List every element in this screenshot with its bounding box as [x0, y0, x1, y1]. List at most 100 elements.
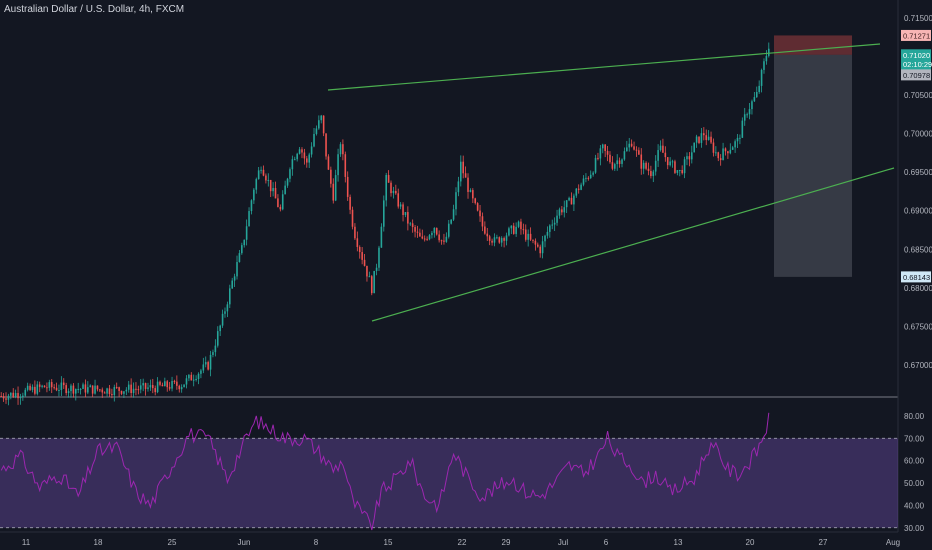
candle-body — [192, 379, 195, 381]
candle-body — [370, 276, 373, 294]
time-tick-label: Aug — [886, 538, 900, 547]
candle-body — [58, 389, 60, 391]
candle-body — [392, 190, 395, 194]
candle-body — [551, 224, 554, 226]
candle-body — [553, 222, 556, 225]
candle-body — [515, 226, 517, 234]
candle-body — [224, 311, 226, 314]
candle-body — [395, 190, 397, 194]
candle-body — [474, 198, 477, 204]
candle-body — [546, 231, 549, 236]
candle-body — [260, 169, 262, 171]
candle-body — [24, 389, 27, 396]
candle-body — [12, 392, 15, 397]
take-profit-zone — [774, 54, 852, 277]
time-tick-label: 20 — [746, 538, 755, 547]
candle-body — [228, 288, 231, 305]
candle-body — [0, 396, 3, 397]
candle-body — [269, 179, 272, 192]
candles — [0, 42, 770, 406]
candle-body — [272, 188, 274, 192]
candle-body — [115, 387, 118, 389]
candle-body — [592, 172, 594, 175]
candle-body — [496, 237, 498, 239]
candle-body — [361, 252, 363, 260]
candle-body — [209, 354, 212, 370]
time-tick-label: 15 — [384, 538, 393, 547]
candle-body — [457, 181, 460, 193]
candle-body — [197, 373, 200, 379]
candle-body — [178, 385, 181, 390]
candle-body — [243, 239, 246, 246]
time-tick-label: 29 — [502, 538, 511, 547]
candle-body — [621, 159, 623, 164]
candle-body — [67, 391, 70, 394]
candle-body — [609, 154, 611, 163]
candle-body — [561, 209, 563, 213]
candle-body — [570, 197, 573, 205]
candle-body — [416, 231, 419, 233]
candle-body — [327, 156, 330, 170]
candle-body — [510, 225, 513, 229]
candle-body — [135, 388, 137, 390]
candle-body — [582, 178, 585, 185]
candle-body — [556, 215, 558, 223]
candle-body — [216, 331, 219, 346]
candle-body — [82, 384, 84, 389]
candle-body — [743, 114, 746, 121]
price-badge-label: 0.70978 — [903, 71, 930, 80]
candle-body — [43, 385, 46, 388]
candle-body — [164, 381, 166, 387]
candle-body — [132, 388, 135, 394]
candle-body — [476, 203, 479, 211]
candle-body — [34, 386, 36, 394]
candle-body — [101, 389, 104, 393]
upper-trendline — [327, 43, 881, 91]
candle-body — [127, 384, 130, 390]
candle-body — [142, 383, 144, 386]
candle-body — [144, 383, 147, 389]
candle-body — [245, 226, 248, 240]
candle-body — [760, 69, 763, 86]
candle-body — [635, 149, 638, 151]
candle-body — [736, 137, 739, 142]
price-badge — [901, 49, 931, 61]
candle-body — [440, 240, 443, 242]
candle-body — [587, 177, 590, 179]
candle-body — [724, 148, 727, 152]
lower-trendline — [371, 167, 895, 322]
candle-body — [512, 225, 515, 234]
candle-body — [397, 193, 400, 207]
candle-body — [31, 386, 34, 390]
candle-body — [652, 171, 655, 177]
candle-body — [380, 226, 383, 248]
candle-body — [159, 381, 161, 385]
price-tick-label: 0.68500 — [904, 245, 932, 254]
price-axis: 0.71500 0.70500 0.70000 0.69500 0.69000 0.685… — [901, 14, 932, 370]
candle-body — [491, 240, 493, 243]
candle-body — [462, 161, 465, 174]
candle-body — [19, 397, 22, 399]
candle-body — [130, 384, 132, 394]
time-tick-label: 8 — [314, 538, 319, 547]
rsi-tick-label: 50.00 — [904, 479, 925, 488]
candle-body — [573, 195, 575, 205]
candle-body — [277, 198, 279, 208]
candle-body — [435, 227, 438, 235]
candle-body — [686, 156, 688, 160]
candle-body — [544, 235, 546, 242]
candle-body — [301, 149, 303, 153]
candle-body — [618, 160, 621, 164]
candle-body — [387, 175, 390, 183]
rsi-tick-label: 30.00 — [904, 524, 925, 533]
candle-body — [137, 389, 140, 391]
candle-body — [681, 170, 683, 174]
candle-body — [248, 211, 250, 227]
rsi-tick-label: 60.00 — [904, 457, 925, 466]
candle-body — [763, 61, 765, 70]
candle-body — [484, 226, 486, 234]
candle-body — [707, 136, 710, 140]
candle-body — [575, 188, 578, 196]
candle-body — [176, 381, 178, 386]
